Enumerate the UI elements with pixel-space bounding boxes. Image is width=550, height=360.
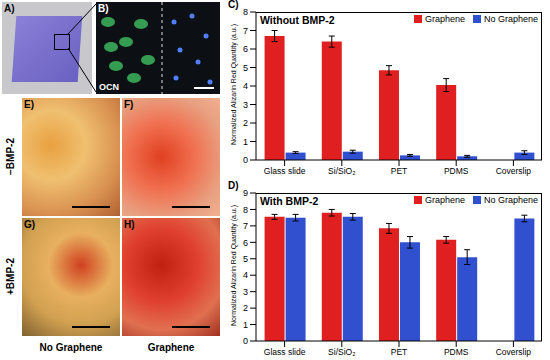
svg-text:3: 3 (243, 100, 248, 110)
html-text:OCN: OCN (99, 82, 119, 92)
svg-text:Coverslip: Coverslip (496, 347, 532, 357)
svg-text:2: 2 (243, 118, 248, 128)
html-text:+BMP-2: +BMP-2 (4, 258, 16, 295)
html-text:With BMP-2: With BMP-2 (260, 195, 319, 207)
svg-text:Glass slide: Glass slide (264, 166, 306, 176)
svg-text:Coverslip: Coverslip (496, 166, 532, 176)
svg-text:2: 2 (243, 303, 248, 313)
html-text:C): C) (228, 0, 239, 10)
svg-text:8: 8 (243, 7, 248, 17)
html-text:E): E) (24, 99, 34, 110)
svg-text:7: 7 (243, 221, 248, 231)
svg-text:3: 3 (243, 287, 248, 297)
svg-text:4: 4 (243, 270, 248, 280)
svg-text:Glass slide: Glass slide (264, 347, 306, 357)
html-text:Normalized Alizarin Red Quanti: Normalized Alizarin Red Quantity (a.u.) (229, 24, 237, 145)
svg-text:Si/SiO₂: Si/SiO₂ (328, 166, 355, 176)
html-text:H): H) (124, 219, 135, 230)
html-text:Graphene: Graphene (424, 14, 465, 24)
svg-text:5: 5 (243, 254, 248, 264)
html-text:−BMP-2: −BMP-2 (4, 138, 16, 175)
svg-text:PET: PET (391, 347, 408, 357)
html-text:No Graphene: No Graphene (484, 195, 538, 205)
svg-text:5: 5 (243, 63, 248, 73)
html-text:D): D) (228, 180, 239, 191)
html-text:A): A) (4, 3, 15, 14)
svg-text:PET: PET (391, 166, 408, 176)
svg-text:0: 0 (243, 336, 248, 346)
svg-text:4: 4 (243, 81, 248, 91)
svg-text:6: 6 (243, 44, 248, 54)
html-text:No Graphene: No Graphene (484, 14, 538, 24)
svg-text:8: 8 (243, 205, 248, 215)
svg-text:Si/SiO₂: Si/SiO₂ (328, 347, 355, 357)
html-text:F): F) (124, 99, 134, 110)
svg-text:1: 1 (243, 320, 248, 330)
svg-text:PDMS: PDMS (444, 166, 469, 176)
svg-text:9: 9 (243, 188, 248, 198)
html-text:Graphene: Graphene (424, 195, 465, 205)
svg-text:0: 0 (243, 155, 248, 165)
svg-text:1: 1 (243, 137, 248, 147)
svg-text:7: 7 (243, 26, 248, 36)
html-text:Graphene: Graphene (147, 342, 195, 353)
html-text:G): G) (24, 219, 36, 230)
html-text:B): B) (98, 3, 109, 14)
svg-text:6: 6 (243, 238, 248, 248)
html-text:Normalized Alizarin Red Quanti: Normalized Alizarin Red Quantity (a.u.) (229, 205, 237, 326)
html-text:Without BMP-2: Without BMP-2 (260, 14, 335, 26)
svg-text:PDMS: PDMS (444, 347, 469, 357)
html-text:No Graphene: No Graphene (39, 342, 103, 353)
